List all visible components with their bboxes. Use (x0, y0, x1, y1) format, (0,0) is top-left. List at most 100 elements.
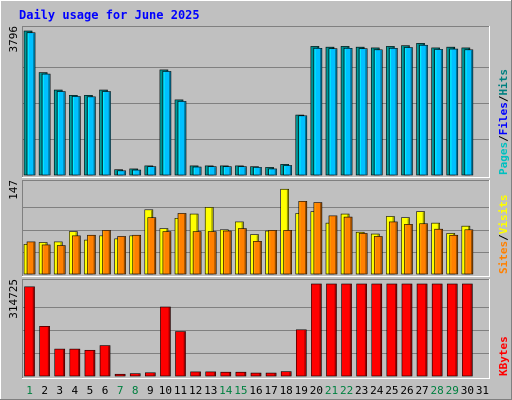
bar-sites-4 (72, 235, 81, 275)
x-tick-label-29: 29 (446, 384, 459, 397)
bar-highlight (70, 349, 72, 376)
bar-highlight (371, 234, 373, 274)
bar-kbytes-4 (69, 348, 81, 377)
bar-body (464, 49, 474, 176)
bar-shadow (244, 229, 246, 274)
bar-highlight (344, 48, 346, 175)
panel-visits-sites: 147 Sites/Visits (7, 180, 510, 277)
bar-sites-7 (117, 236, 126, 275)
bar-highlight (115, 239, 117, 274)
bar-shadow (289, 166, 292, 175)
bar-shadow (410, 224, 412, 274)
bar-files-16 (253, 167, 262, 176)
bar-highlight (462, 284, 465, 376)
bar-highlight (145, 373, 148, 376)
bar-highlight (356, 232, 358, 274)
bar-body (235, 371, 247, 377)
bar-highlight (148, 167, 150, 175)
bar-highlight (190, 166, 192, 175)
bar-shadow (455, 235, 458, 274)
bar-shadow (320, 48, 322, 175)
legend-entry: Files (497, 102, 510, 135)
bar-shadow (123, 236, 126, 274)
x-tick-label-6: 6 (102, 384, 109, 397)
bar-highlight (118, 171, 120, 175)
bar-body (401, 283, 413, 377)
bar-files-11 (177, 101, 187, 176)
bar-files-4 (72, 96, 81, 176)
bar-highlight (356, 47, 358, 175)
bar-shadow (154, 167, 156, 175)
bar-highlight (447, 284, 449, 376)
bar-shadow (471, 230, 473, 274)
bar-shadow (32, 287, 35, 376)
bar-kbytes-10 (160, 306, 171, 377)
bar-highlight (386, 216, 389, 274)
bar-highlight (371, 48, 373, 175)
bar-shadow (350, 217, 352, 274)
x-tick-label-28: 28 (431, 384, 444, 397)
bar-highlight (269, 230, 271, 274)
bar-shadow (48, 245, 50, 274)
bar-body (69, 348, 81, 377)
bar-highlight (39, 243, 41, 274)
bar-shadow (214, 167, 216, 175)
bar-shadow (184, 213, 186, 274)
bar-sites-30 (464, 229, 474, 275)
bar-files-19 (298, 115, 308, 176)
bar-body (250, 372, 262, 377)
bar-body (220, 371, 232, 377)
bar-highlight (450, 235, 452, 274)
bar-files-3 (56, 91, 66, 176)
bar-body (26, 241, 36, 275)
bar-body (190, 371, 201, 377)
x-tick-label-4: 4 (72, 384, 79, 397)
bar-highlight (24, 31, 26, 175)
bar-highlight (462, 226, 464, 274)
bar-sites-21 (328, 215, 338, 275)
bar-shadow (304, 201, 307, 274)
bar-files-14 (223, 166, 232, 176)
bar-highlight (87, 235, 90, 274)
bar-body (389, 47, 398, 176)
bar-files-7 (117, 170, 126, 176)
legend-visits-sites: Sites/Visits (497, 195, 510, 275)
bar-kbytes-12 (190, 371, 201, 377)
bar-highlight (238, 167, 241, 175)
x-tick-label-17: 17 (264, 384, 277, 397)
bar-body (102, 91, 111, 176)
bar-highlight (284, 230, 286, 274)
bar-files-27 (419, 44, 428, 176)
bar-kbytes-21 (326, 283, 337, 377)
legend-entry: Sites (497, 241, 510, 274)
bar-shadow (259, 167, 261, 175)
bar-highlight (386, 46, 389, 175)
bar-shadow (93, 97, 95, 175)
bar-highlight (251, 235, 253, 274)
bar-files-23 (358, 48, 368, 176)
bar-sites-1 (26, 241, 36, 275)
bar-body (102, 230, 111, 275)
bar-shadow (153, 373, 155, 376)
y-max-label: 147 (7, 180, 20, 200)
bar-sites-15 (238, 228, 247, 275)
bar-highlight (175, 218, 177, 274)
bar-highlight (145, 210, 147, 274)
bar-highlight (160, 70, 162, 175)
bar-shadow (138, 170, 141, 175)
bar-body (147, 166, 157, 176)
bar-highlight (329, 49, 331, 175)
bar-sites-20 (313, 202, 323, 275)
bar-highlight (266, 167, 268, 175)
bar-body (298, 115, 308, 176)
bar-body (358, 48, 368, 176)
bar-body (177, 101, 187, 176)
bar-highlight (326, 223, 328, 274)
bar-highlight (84, 95, 87, 175)
bar-body (313, 202, 323, 275)
bar-body (223, 166, 232, 176)
bar-sites-29 (449, 234, 459, 275)
bar-kbytes-7 (114, 373, 126, 377)
